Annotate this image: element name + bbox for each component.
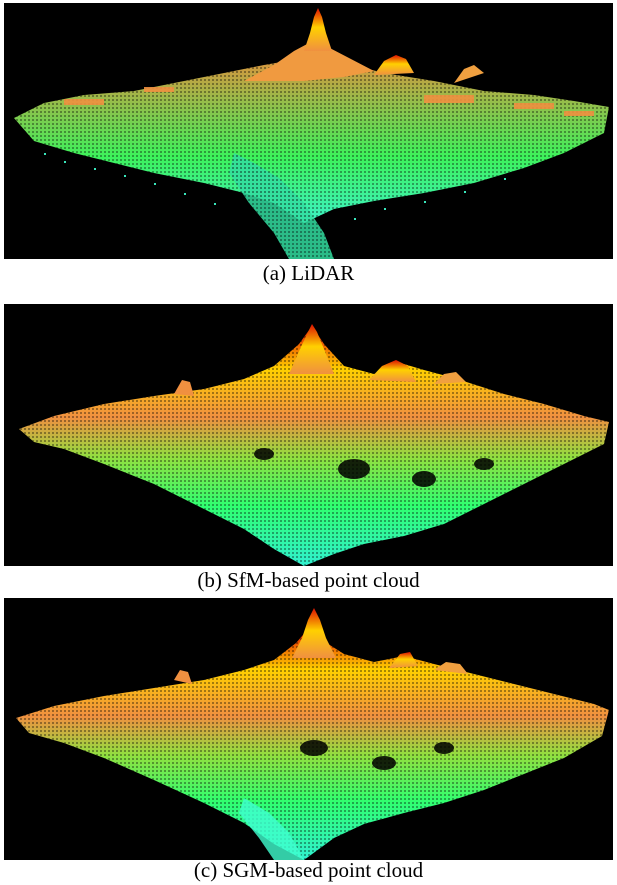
sgm-point-cloud-render xyxy=(4,598,613,860)
caption-a: (a) LiDAR xyxy=(262,261,355,285)
lidar-point-cloud-image xyxy=(4,3,613,259)
caption-c: (c) SGM-based point cloud xyxy=(193,858,424,882)
figure-panel-c: (c) SGM-based point cloud xyxy=(0,595,617,885)
figure-panel-b: (b) SfM-based point cloud xyxy=(0,300,617,595)
sfm-point-cloud-render xyxy=(4,304,613,566)
sgm-point-cloud-image xyxy=(4,598,613,860)
sfm-point-cloud-image xyxy=(4,304,613,566)
figure-panel-a: (a) LiDAR xyxy=(0,0,617,300)
lidar-point-cloud-render xyxy=(4,3,613,259)
caption-b: (b) SfM-based point cloud xyxy=(197,568,420,592)
